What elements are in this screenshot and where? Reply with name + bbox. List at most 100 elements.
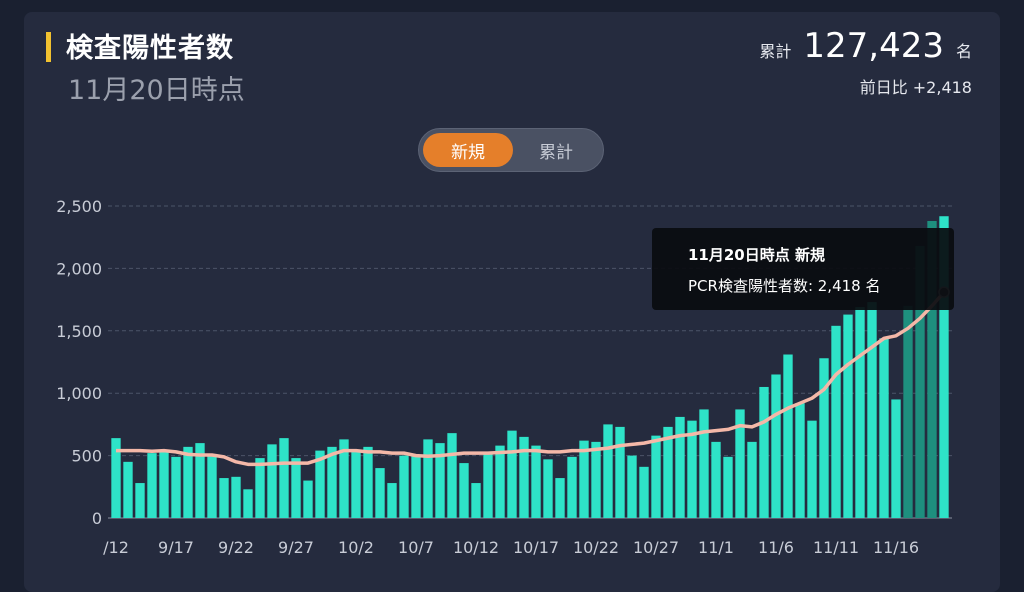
bar[interactable] xyxy=(807,420,817,518)
bar[interactable] xyxy=(447,433,457,518)
bar[interactable] xyxy=(855,307,865,518)
bar[interactable] xyxy=(339,439,349,518)
bar[interactable] xyxy=(711,441,721,518)
bar[interactable] xyxy=(531,445,541,518)
x-tick-label: 11/11 xyxy=(813,538,859,557)
bar[interactable] xyxy=(939,216,949,519)
daily-cases-chart[interactable]: 0 500 1,000 1,500 2,000 2,500 /12 9/17 9/22 9/27… xyxy=(24,12,1000,592)
bar[interactable] xyxy=(147,453,157,518)
bar[interactable] xyxy=(363,446,373,518)
bar[interactable] xyxy=(579,440,589,518)
bar[interactable] xyxy=(819,358,829,518)
bar[interactable] xyxy=(759,386,769,518)
bar[interactable] xyxy=(927,220,937,518)
toggle-cumulative-button[interactable]: 累計 xyxy=(539,142,573,163)
toggle-new-button[interactable]: 新規 xyxy=(423,133,513,167)
bar[interactable] xyxy=(267,444,277,518)
bar[interactable] xyxy=(459,463,469,518)
bar[interactable] xyxy=(411,455,421,518)
bar[interactable] xyxy=(231,476,241,518)
bar[interactable] xyxy=(507,430,517,518)
bar[interactable] xyxy=(171,456,181,518)
bar[interactable] xyxy=(639,466,649,518)
bar[interactable] xyxy=(723,456,733,518)
bar[interactable] xyxy=(699,409,709,518)
title-accent-bar xyxy=(46,32,51,62)
bar[interactable] xyxy=(627,455,637,518)
bar[interactable] xyxy=(567,456,577,518)
bar[interactable] xyxy=(279,438,289,518)
x-tick-label: 9/22 xyxy=(218,538,254,557)
bar[interactable] xyxy=(135,483,145,518)
chart-tooltip: 11月20日時点 新規 PCR検査陽性者数: 2,418 名 xyxy=(652,228,954,310)
bar[interactable] xyxy=(771,374,781,518)
bar[interactable] xyxy=(603,424,613,518)
bar[interactable] xyxy=(783,354,793,518)
bar[interactable] xyxy=(159,451,169,518)
y-tick-label: 2,000 xyxy=(56,259,102,278)
y-axis-ticks: 0 500 1,000 1,500 2,000 2,500 xyxy=(56,197,102,528)
bar[interactable] xyxy=(591,441,601,518)
bar[interactable] xyxy=(831,325,841,518)
bar[interactable] xyxy=(291,458,301,518)
bar[interactable] xyxy=(207,455,217,518)
x-tick-label: 10/12 xyxy=(453,538,499,557)
y-tick-label: 500 xyxy=(71,447,102,466)
bar[interactable] xyxy=(915,245,925,518)
view-toggle: 新規 累計 xyxy=(418,128,604,172)
bar[interactable] xyxy=(843,314,853,518)
bar[interactable] xyxy=(543,459,553,518)
y-tick-label: 1,000 xyxy=(56,384,102,403)
x-tick-label: 9/17 xyxy=(158,538,194,557)
y-tick-label: 0 xyxy=(92,509,102,528)
total-unit: 名 xyxy=(955,42,972,61)
bar[interactable] xyxy=(867,302,877,518)
bar[interactable] xyxy=(315,450,325,518)
bar[interactable] xyxy=(879,338,889,518)
bar-series xyxy=(111,216,949,519)
as-of-date: 11月20日時点 xyxy=(68,75,245,106)
bar[interactable] xyxy=(663,426,673,518)
x-tick-label: 11/1 xyxy=(698,538,734,557)
bar[interactable] xyxy=(687,420,697,518)
x-axis-ticks: /12 9/17 9/22 9/27 10/2 10/7 10/12 10/17 10/22 10… xyxy=(103,538,919,557)
bar[interactable] xyxy=(435,443,445,518)
bar[interactable] xyxy=(219,478,229,518)
bar[interactable] xyxy=(183,446,193,518)
bar[interactable] xyxy=(795,403,805,518)
y-tick-label: 1,500 xyxy=(56,322,102,341)
average-line xyxy=(116,290,946,467)
bar[interactable] xyxy=(303,480,313,518)
bar[interactable] xyxy=(399,455,409,518)
bar[interactable] xyxy=(675,416,685,518)
bar[interactable] xyxy=(123,461,133,518)
bar[interactable] xyxy=(351,450,361,518)
total-label: 累計 xyxy=(759,42,792,61)
bar[interactable] xyxy=(483,451,493,518)
bar[interactable] xyxy=(255,458,265,518)
card-title: 検査陽性者数 xyxy=(66,33,234,64)
bar[interactable] xyxy=(747,441,757,518)
bar[interactable] xyxy=(615,426,625,518)
bar[interactable] xyxy=(471,483,481,518)
bar[interactable] xyxy=(651,435,661,518)
bar[interactable] xyxy=(555,478,565,518)
bar[interactable] xyxy=(519,436,529,518)
x-tick-label: 10/2 xyxy=(338,538,374,557)
bar[interactable] xyxy=(423,439,433,518)
bar[interactable] xyxy=(387,483,397,518)
bar[interactable] xyxy=(243,489,253,518)
bar[interactable] xyxy=(735,409,745,518)
x-tick-label: 9/27 xyxy=(278,538,314,557)
total-value: 127,423 xyxy=(803,26,944,66)
x-tick-label: 10/22 xyxy=(573,538,619,557)
bar[interactable] xyxy=(495,445,505,518)
x-tick-label: 11/16 xyxy=(873,538,919,557)
bar[interactable] xyxy=(327,446,337,518)
bar[interactable] xyxy=(195,443,205,518)
bar[interactable] xyxy=(891,399,901,518)
bar[interactable] xyxy=(111,438,121,518)
bar[interactable] xyxy=(375,468,385,518)
bar[interactable] xyxy=(903,305,913,518)
x-tick-label: 10/7 xyxy=(398,538,434,557)
